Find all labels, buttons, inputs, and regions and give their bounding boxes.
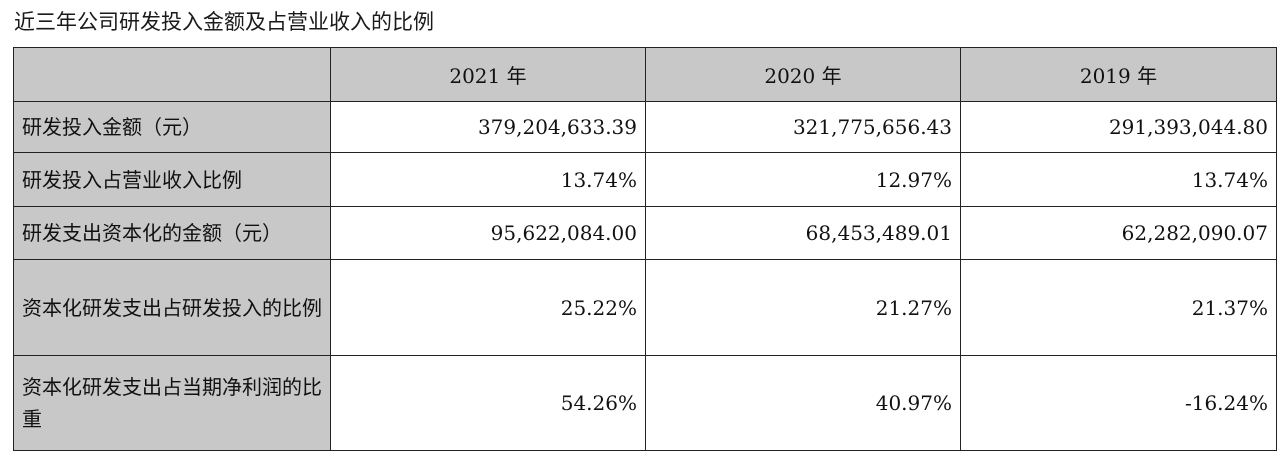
column-header-2020: 2020 年 <box>645 47 961 102</box>
row-label: 研发支出资本化的金额（元） <box>13 206 331 260</box>
cell-value: 12.97% <box>645 152 961 207</box>
row-label: 研发投入占营业收入比例 <box>13 152 331 207</box>
table-row: 资本化研发支出占当期净利润的比重 54.26% 40.97% -16.24% <box>13 355 1277 451</box>
column-header-2019: 2019 年 <box>960 47 1277 102</box>
cell-value: 291,393,044.80 <box>960 101 1277 153</box>
cell-value: 13.74% <box>960 152 1277 207</box>
cell-value: 68,453,489.01 <box>645 206 961 260</box>
cell-value: 54.26% <box>330 355 646 451</box>
cell-value: 21.37% <box>960 259 1277 356</box>
cell-value: 62,282,090.07 <box>960 206 1277 260</box>
column-header-2021: 2021 年 <box>330 47 646 102</box>
cell-value: -16.24% <box>960 355 1277 451</box>
cell-value: 321,775,656.43 <box>645 101 961 153</box>
row-label: 资本化研发支出占当期净利润的比重 <box>13 355 331 451</box>
rd-investment-table: 2021 年 2020 年 2019 年 研发投入金额（元） 379,204,6… <box>13 47 1277 451</box>
cell-value: 379,204,633.39 <box>330 101 646 153</box>
page-title: 近三年公司研发投入金额及占营业收入的比例 <box>14 10 434 34</box>
row-label: 资本化研发支出占研发投入的比例 <box>13 259 331 356</box>
table-row: 研发支出资本化的金额（元） 95,622,084.00 68,453,489.0… <box>13 206 1277 260</box>
cell-value: 21.27% <box>645 259 961 356</box>
table-header-row: 2021 年 2020 年 2019 年 <box>13 47 1277 102</box>
cell-value: 40.97% <box>645 355 961 451</box>
row-label: 研发投入金额（元） <box>13 101 331 153</box>
header-corner-cell <box>13 47 331 102</box>
cell-value: 25.22% <box>330 259 646 356</box>
table-row: 研发投入金额（元） 379,204,633.39 321,775,656.43 … <box>13 101 1277 153</box>
table-row: 资本化研发支出占研发投入的比例 25.22% 21.27% 21.37% <box>13 259 1277 356</box>
cell-value: 95,622,084.00 <box>330 206 646 260</box>
cell-value: 13.74% <box>330 152 646 207</box>
table-row: 研发投入占营业收入比例 13.74% 12.97% 13.74% <box>13 152 1277 207</box>
